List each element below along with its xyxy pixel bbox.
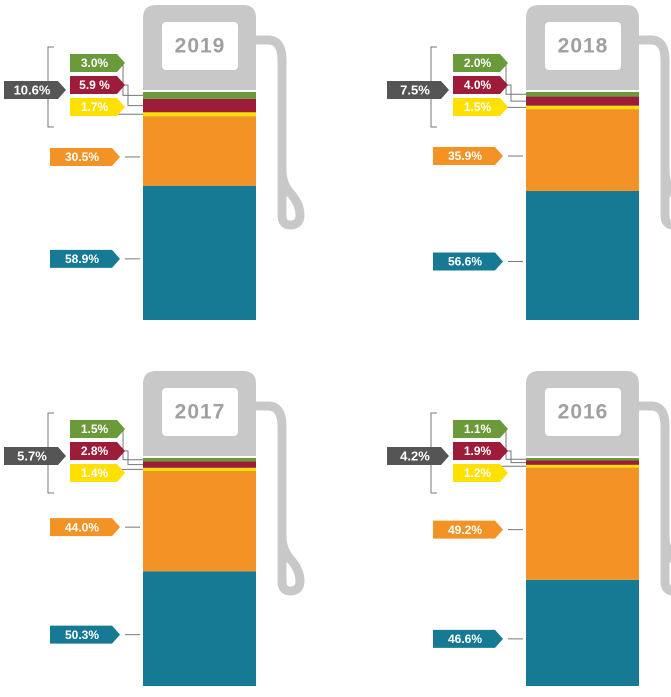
group-total-label: 7.5% <box>400 82 430 97</box>
segment-tag <box>70 464 125 482</box>
bar-segment <box>143 112 256 117</box>
segment-tag <box>70 420 125 438</box>
bar-segment <box>143 185 256 320</box>
bar-segment <box>526 92 639 97</box>
year-title: 2017 <box>175 401 226 424</box>
bar-segment <box>526 467 639 580</box>
segment-label: 50.3% <box>65 628 99 642</box>
segment-label: 2.0% <box>464 56 492 70</box>
year-box <box>545 22 621 70</box>
segment-tag <box>433 629 503 648</box>
connector <box>117 62 143 96</box>
segment-label: 1.5% <box>81 422 109 436</box>
pump-hose <box>251 35 305 230</box>
bar-segment <box>143 571 256 686</box>
bar-segment <box>143 98 256 113</box>
segment-label: 2.8% <box>81 444 109 458</box>
segment-label: 58.9% <box>65 252 99 266</box>
pump-chart: 2018 2.0% 4.0% 1.5% 35.9% 56.6% 7.5% <box>387 5 671 320</box>
year-title: 2016 <box>558 401 609 424</box>
group-total-tag <box>387 447 449 465</box>
pump-hose <box>634 35 671 230</box>
year-title: 2018 <box>558 35 609 58</box>
bar-segment <box>143 458 256 462</box>
segment-tag <box>433 520 503 539</box>
segment-tag <box>453 54 508 72</box>
group-total-label: 5.7% <box>17 448 47 463</box>
segment-tag <box>50 147 120 166</box>
pump-hose <box>251 401 305 596</box>
bar-segment <box>526 109 639 191</box>
bar-segment <box>526 464 639 468</box>
segment-tag <box>50 518 120 537</box>
segment-tag <box>453 98 508 116</box>
segment-tag <box>50 625 120 644</box>
group-total-label: 10.6% <box>14 82 51 97</box>
segment-tag <box>70 98 125 116</box>
bar-segment <box>143 461 256 468</box>
segment-tag <box>50 249 120 268</box>
segment-tag <box>433 147 503 166</box>
segment-label: 49.2% <box>448 523 482 537</box>
segment-label: 1.5% <box>464 100 492 114</box>
year-title: 2019 <box>175 35 226 58</box>
group-total-tag <box>4 81 66 99</box>
year-box <box>162 388 238 436</box>
segment-label: 4.0% <box>464 78 492 92</box>
segment-tag <box>70 442 125 460</box>
segment-tag <box>453 76 508 94</box>
segment-label: 3.0% <box>81 56 109 70</box>
bar-segment <box>526 190 639 320</box>
group-total-tag <box>4 447 66 465</box>
pump-hose <box>634 401 671 596</box>
bar-segment <box>143 467 256 471</box>
bar-segment <box>526 458 639 461</box>
segment-tag <box>453 442 508 460</box>
year-box <box>545 388 621 436</box>
pump-chart: 2019 3.0% 5.9 % 1.7% 30.5% 58.9% 10.6% <box>4 5 305 320</box>
bar-segment <box>526 96 639 106</box>
segment-label: 56.6% <box>448 255 482 269</box>
pump-chart: 2017 1.5% 2.8% 1.4% 44.0% 50.3% 5.7% <box>4 371 305 686</box>
group-total-tag <box>387 81 449 99</box>
segment-tag <box>70 76 125 94</box>
pump-chart: 2016 1.1% 1.9% 1.2% 49.2% 46.6% 4.2% <box>387 371 671 686</box>
segment-label: 5.9 % <box>79 78 110 92</box>
segment-label: 1.2% <box>464 466 492 480</box>
bar-segment <box>526 579 639 686</box>
segment-label: 1.7% <box>81 100 109 114</box>
segment-label: 44.0% <box>65 520 99 534</box>
segment-label: 46.6% <box>448 632 482 646</box>
bar-segment <box>526 105 639 110</box>
bar-segment <box>143 92 256 99</box>
segment-label: 30.5% <box>65 150 99 164</box>
segment-tag <box>70 54 125 72</box>
bar-segment <box>526 460 639 465</box>
bar-segment <box>143 470 256 572</box>
segment-label: 1.4% <box>81 466 109 480</box>
group-total-label: 4.2% <box>400 448 430 463</box>
segment-label: 35.9% <box>448 149 482 163</box>
bar-segment <box>143 116 256 186</box>
segment-tag <box>453 420 508 438</box>
segment-label: 1.9% <box>464 444 492 458</box>
year-box <box>162 22 238 70</box>
segment-label: 1.1% <box>464 422 492 436</box>
segment-tag <box>433 252 503 271</box>
segment-tag <box>453 464 508 482</box>
